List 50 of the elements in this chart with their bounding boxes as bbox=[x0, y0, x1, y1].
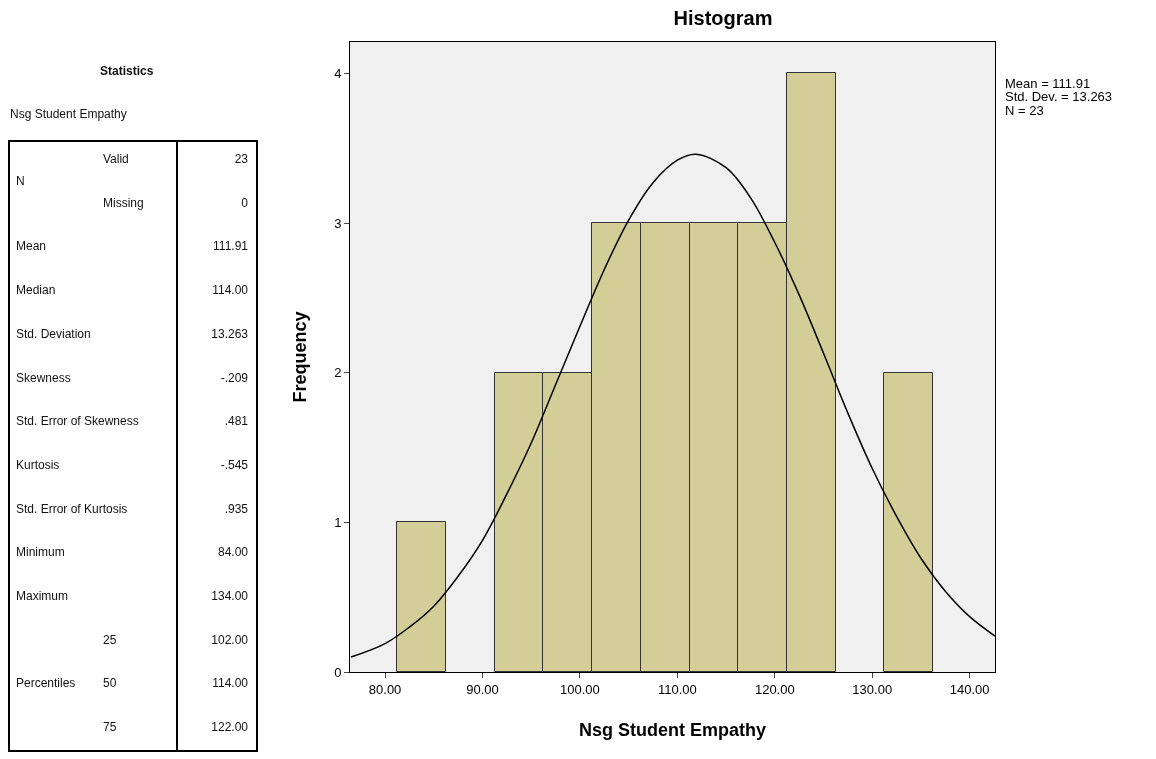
text: Valid bbox=[103, 152, 129, 166]
x-axis-title: Nsg Student Empathy bbox=[578, 720, 767, 740]
text: Statistics bbox=[100, 64, 154, 78]
text: Std. Deviation bbox=[16, 326, 91, 341]
text: 13.263 bbox=[211, 326, 248, 341]
text: Percentiles bbox=[16, 676, 76, 691]
y-tick-label: 0 bbox=[334, 664, 342, 680]
text: Maximum bbox=[16, 589, 69, 603]
text: 0 bbox=[241, 195, 248, 210]
x-tick-label: 140.00 bbox=[949, 681, 990, 697]
text: 114.00 bbox=[212, 676, 248, 691]
text: N = 23 bbox=[1005, 103, 1044, 118]
chart-title: Histogram bbox=[673, 7, 773, 30]
y-tick-label: 2 bbox=[334, 365, 342, 381]
text: Minimum bbox=[16, 545, 65, 560]
x-tick-label: 120.00 bbox=[754, 681, 795, 697]
y-tick-label: 4 bbox=[334, 65, 342, 81]
text: Std. Dev. = 13.263 bbox=[1005, 89, 1113, 104]
text: 23 bbox=[234, 152, 248, 166]
text: Nsg Student Empathy bbox=[10, 107, 127, 121]
text: 114.00 bbox=[212, 283, 248, 298]
text: Mean = 111.91 bbox=[1005, 76, 1091, 91]
text: N bbox=[16, 173, 25, 188]
text: 102.00 bbox=[211, 632, 248, 647]
text: .481 bbox=[224, 414, 248, 429]
y-tick-label: 3 bbox=[334, 215, 342, 231]
text: 111.91 bbox=[213, 239, 248, 254]
text: 122.00 bbox=[211, 720, 248, 735]
text: .935 bbox=[224, 501, 248, 516]
x-tick-label: 130.00 bbox=[852, 681, 893, 697]
text: Missing bbox=[103, 195, 144, 210]
text: 25 bbox=[103, 632, 117, 647]
x-tick-label: 80.00 bbox=[368, 681, 402, 697]
text: Std. Error of Skewness bbox=[16, 414, 139, 429]
text: 50 bbox=[103, 676, 117, 691]
text: 75 bbox=[103, 720, 117, 735]
text: Median bbox=[16, 283, 56, 298]
text: -.209 bbox=[220, 370, 248, 385]
text: -.545 bbox=[220, 457, 248, 472]
text: Mean bbox=[16, 239, 47, 254]
x-tick-label: 100.00 bbox=[560, 681, 600, 697]
text: Skewness bbox=[16, 370, 71, 385]
x-tick-label: 110.00 bbox=[657, 681, 697, 697]
text: Std. Error of Kurtosis bbox=[16, 501, 128, 516]
x-tick-label: 90.00 bbox=[466, 681, 499, 697]
text: 134.00 bbox=[211, 589, 248, 603]
y-tick-label: 1 bbox=[334, 514, 342, 530]
text: 84.00 bbox=[217, 545, 248, 560]
y-axis-title: Frequency bbox=[290, 311, 310, 403]
text: Kurtosis bbox=[16, 457, 60, 472]
